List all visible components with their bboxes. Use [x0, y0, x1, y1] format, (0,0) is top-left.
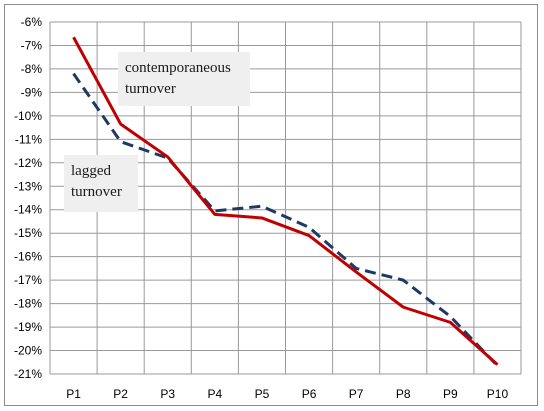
y-tick-label: -12% [14, 156, 42, 170]
x-tick-label: P4 [208, 387, 223, 401]
y-tick-label: -11% [15, 132, 42, 146]
y-tick-label: -10% [14, 109, 42, 123]
x-tick-label: P2 [113, 387, 128, 401]
y-tick-label: -8% [21, 62, 43, 76]
y-tick-label: -13% [14, 179, 42, 193]
x-tick-label: P8 [396, 387, 411, 401]
annotation-lagged-text: lagged [71, 163, 111, 179]
annotation-lagged-box [64, 155, 138, 212]
y-tick-label: -21% [14, 367, 42, 381]
annotation-contemporaneous-text: contemporaneous [125, 60, 231, 76]
y-tick-label: -20% [14, 344, 42, 358]
y-tick-label: -17% [14, 273, 42, 287]
x-tick-label: P6 [302, 387, 317, 401]
series-line-contemporaneous [72, 36, 499, 366]
y-tick-label: -14% [14, 203, 42, 217]
y-tick-label: -16% [14, 250, 42, 264]
y-tick-label: -6% [21, 15, 43, 29]
y-tick-label: -9% [21, 85, 43, 99]
y-tick-label: -15% [14, 226, 42, 240]
x-tick-label: P7 [349, 387, 364, 401]
series-line-lagged [72, 72, 499, 367]
annotation-contemporaneous-text: turnover [125, 81, 176, 97]
x-tick-label: P9 [443, 387, 458, 401]
y-tick-label: -19% [14, 320, 42, 334]
y-tick-label: -7% [21, 38, 43, 52]
annotation-lagged-text: turnover [71, 184, 122, 200]
x-tick-label: P1 [66, 387, 81, 401]
y-tick-label: -18% [14, 297, 42, 311]
annotation-contemporaneous-box [118, 52, 250, 106]
x-tick-label: P5 [255, 387, 270, 401]
x-tick-label: P10 [487, 387, 509, 401]
x-tick-label: P3 [160, 387, 175, 401]
